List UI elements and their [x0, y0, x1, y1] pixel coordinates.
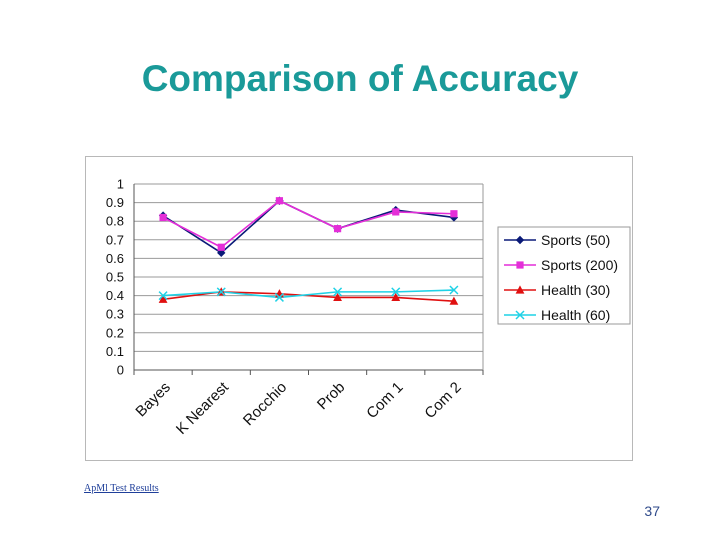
data-point-marker: [216, 287, 226, 297]
legend-label: Health (30): [541, 282, 610, 298]
x-category-label: Com 1: [363, 379, 406, 422]
x-category-label: K Nearest: [173, 378, 233, 438]
y-tick-label: 1: [117, 177, 124, 192]
data-point-marker: [275, 197, 284, 205]
y-tick-label: 0.1: [106, 344, 124, 359]
data-point-marker: [450, 210, 458, 218]
y-tick-label: 0.3: [106, 307, 124, 322]
y-tick-label: 0.8: [106, 214, 124, 229]
y-tick-label: 0.5: [106, 270, 124, 285]
data-point-marker: [217, 243, 225, 251]
data-point-marker: [391, 287, 401, 297]
data-point-marker: [515, 235, 525, 245]
page-number: 37: [644, 503, 660, 519]
chart-frame: 0 0.1 0.2 0.3 0.4 0.5 0.6 0.7 0.8 0.9 1 Bayes K Near…: [85, 156, 633, 461]
series-line-2: [162, 199, 454, 249]
slide-title: Comparison of Accuracy: [141, 58, 579, 99]
data-point-marker: [333, 225, 342, 233]
x-category-label: Rocchio: [240, 379, 290, 429]
data-point-marker: [449, 296, 459, 305]
legend-label: Health (60): [541, 307, 610, 323]
data-point-marker: [391, 292, 401, 302]
y-tick-label: 0.6: [106, 251, 124, 266]
data-point-marker: [274, 292, 284, 302]
y-tick-label: 0.7: [106, 232, 124, 247]
y-tick-label: 0.2: [106, 325, 124, 340]
x-category-label: Com 2: [421, 379, 464, 422]
test-results-link[interactable]: ApMl Test Results: [84, 483, 159, 494]
legend-label: Sports (50): [541, 232, 610, 248]
data-point-marker: [158, 291, 168, 301]
data-point-marker: [515, 310, 525, 320]
legend-label: Sports (200): [541, 257, 618, 273]
data-point-marker: [392, 208, 400, 216]
x-category-label: Bayes: [132, 379, 174, 421]
data-point-marker: [515, 285, 525, 294]
y-tick-label: 0.4: [106, 288, 124, 303]
series-line-4: [163, 289, 454, 299]
data-point-marker: [217, 248, 226, 258]
x-category-label: Prob: [314, 379, 348, 413]
data-point-marker: [333, 292, 342, 302]
y-tick-label: 0: [117, 363, 124, 378]
data-point-marker: [159, 213, 167, 222]
data-point-marker: [158, 294, 168, 303]
y-tick-label: 0.9: [106, 195, 124, 210]
data-point-marker: [449, 285, 459, 295]
data-point-marker: [333, 287, 343, 297]
data-point-marker: [516, 261, 524, 269]
